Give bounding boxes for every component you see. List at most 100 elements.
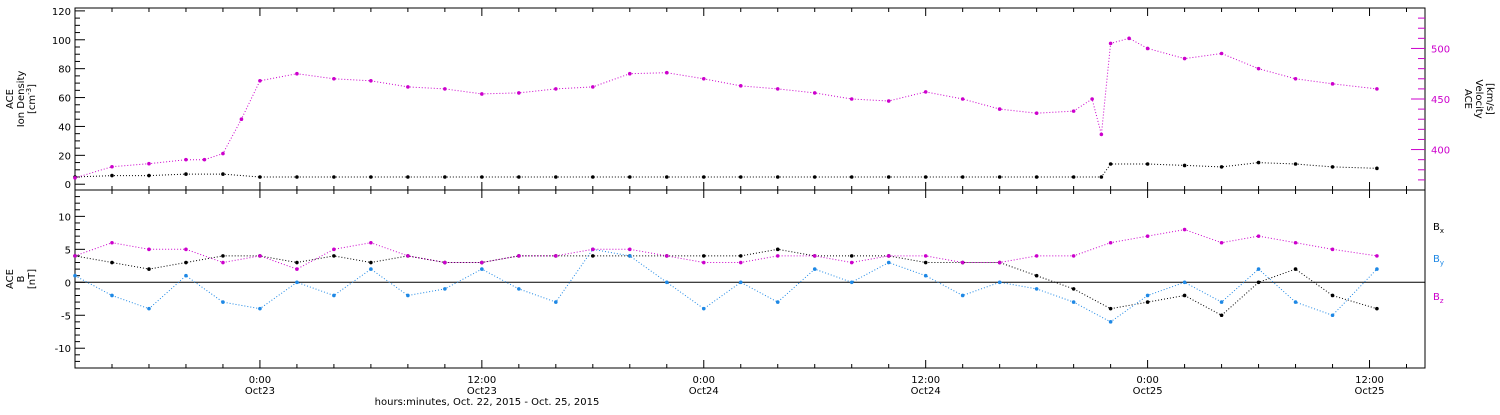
- velocity-point: [812, 91, 817, 95]
- by-trace: [74, 248, 1378, 323]
- bz-point: [591, 247, 595, 252]
- b-axis-label-line2: B: [16, 275, 27, 282]
- velocity-point: [1099, 132, 1104, 137]
- density-point: [1330, 165, 1335, 169]
- density-axis-label-unit: [cm-3]: [25, 84, 38, 114]
- bx-point: [1071, 287, 1076, 291]
- top-panel-data: [73, 36, 1379, 180]
- bx-point: [1182, 293, 1187, 298]
- velocity-point: [960, 97, 965, 101]
- bx-point: [591, 254, 595, 258]
- by-point: [1330, 313, 1335, 318]
- density-series: [73, 160, 1379, 179]
- bz-point: [960, 260, 965, 265]
- by-point: [849, 280, 854, 285]
- bottom-panel-frame: [74, 189, 1426, 369]
- legend-bz: Bz: [1433, 292, 1444, 305]
- by-point: [627, 254, 632, 258]
- velocity-point: [1375, 87, 1379, 91]
- velocity-point: [406, 85, 410, 89]
- density-point: [147, 173, 151, 178]
- b-axis-label-line1: ACE: [5, 269, 16, 289]
- date-tick-label: Oct23: [467, 386, 497, 397]
- bz-point: [1330, 247, 1335, 252]
- time-tick-label: 0:00: [1136, 375, 1158, 386]
- date-tick-label: Oct25: [1133, 386, 1163, 397]
- density-point: [1256, 160, 1261, 165]
- velocity-axis-ticks: 400 450 500: [1411, 17, 1450, 181]
- velocity-point: [202, 157, 207, 162]
- date-tick-label: Oct25: [1355, 386, 1385, 397]
- b-tick-label: 5: [65, 245, 71, 256]
- density-point: [110, 173, 114, 178]
- density-point: [960, 175, 965, 179]
- density-tick-label: 0: [65, 180, 71, 191]
- density-tick-label: 100: [52, 36, 71, 47]
- bz-point: [627, 247, 632, 252]
- bz-point: [554, 254, 558, 258]
- date-tick-label: Oct24: [689, 386, 719, 397]
- by-point: [1256, 267, 1261, 271]
- by-point: [886, 260, 891, 265]
- density-point: [480, 175, 484, 179]
- density-point: [221, 172, 225, 176]
- velocity-tick-label: 400: [1431, 146, 1450, 157]
- by-series: [73, 247, 1379, 324]
- by-point: [923, 273, 928, 278]
- by-point: [997, 280, 1002, 285]
- density-tick-label: 20: [58, 151, 71, 162]
- bz-point: [701, 260, 706, 265]
- density-point: [591, 175, 595, 179]
- bz-point: [1375, 254, 1379, 258]
- density-tick-label: 80: [58, 65, 71, 76]
- velocity-point: [258, 79, 262, 83]
- bz-point: [1034, 254, 1039, 258]
- top-panel-frame: [74, 7, 1426, 191]
- velocity-tick-label: 500: [1431, 44, 1450, 55]
- by-point: [1375, 267, 1379, 271]
- bz-point: [849, 260, 854, 265]
- bx-point: [1256, 280, 1261, 285]
- velocity-series: [73, 36, 1379, 180]
- velocity-point: [1293, 76, 1298, 81]
- date-tick-label: Oct24: [911, 386, 941, 397]
- time-tick-label: 12:00: [911, 375, 940, 386]
- density-point: [1108, 162, 1113, 166]
- velocity-trace: [74, 37, 1377, 179]
- density-point: [1071, 175, 1076, 179]
- bz-point: [147, 247, 151, 252]
- bx-point: [1219, 313, 1224, 318]
- velocity-axis-label-unit: [km/s]: [1484, 83, 1495, 115]
- density-point: [812, 175, 817, 179]
- density-point: [258, 175, 262, 179]
- bx-point: [332, 254, 336, 258]
- bz-trace: [74, 229, 1377, 270]
- bx-point: [775, 247, 780, 252]
- b-axis-label-unit: [nT]: [27, 269, 38, 289]
- time-tick-label: 12:00: [467, 375, 496, 386]
- by-point: [960, 293, 965, 298]
- bx-point: [1293, 267, 1298, 271]
- bz-point: [1145, 234, 1150, 238]
- velocity-point: [332, 76, 336, 81]
- bz-point: [258, 254, 262, 258]
- by-point: [332, 293, 336, 298]
- density-axis-label-line2: Ion Density: [16, 71, 27, 128]
- bz-point: [73, 254, 77, 258]
- bz-point: [184, 247, 188, 252]
- velocity-point: [738, 84, 743, 88]
- time-axis-ticks: 0:00Oct2312:00Oct230:00Oct2412:00Oct240:…: [111, 8, 1408, 397]
- bx-point: [701, 254, 706, 258]
- b-tick-label: -10: [55, 344, 71, 355]
- density-point: [701, 175, 706, 179]
- by-point: [110, 293, 114, 298]
- velocity-point: [664, 70, 669, 75]
- velocity-tick-label: 450: [1431, 95, 1450, 106]
- velocity-point: [1330, 82, 1335, 86]
- b-tick-label: 10: [58, 212, 71, 223]
- bz-point: [775, 254, 780, 258]
- velocity-point: [369, 79, 373, 83]
- velocity-point: [997, 107, 1002, 111]
- bx-point: [1034, 273, 1039, 278]
- bx-point: [738, 254, 743, 258]
